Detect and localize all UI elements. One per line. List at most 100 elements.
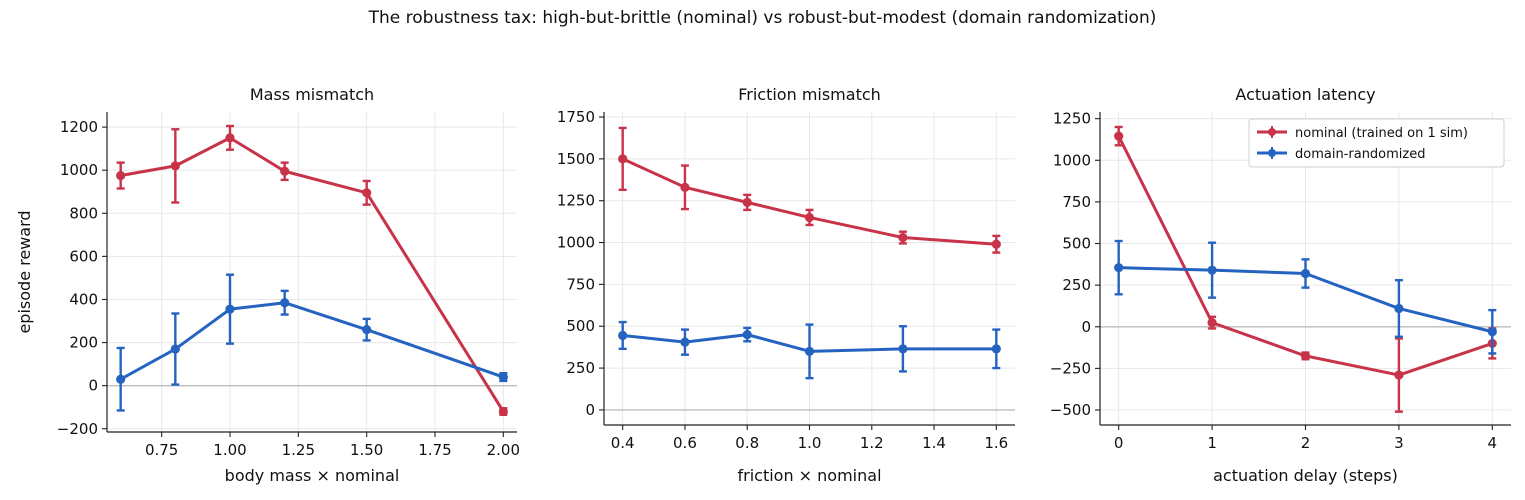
data-point — [618, 330, 628, 341]
x-tick-label: 3 — [1394, 434, 1404, 452]
data-point — [1300, 268, 1311, 279]
data-point — [618, 154, 628, 164]
data-point — [362, 188, 372, 198]
x-tick-label: 1.50 — [350, 441, 383, 459]
x-tick-label: 0.8 — [735, 434, 759, 452]
x-tick-label: 4 — [1488, 434, 1498, 452]
x-tick-label: 1.6 — [984, 434, 1008, 452]
x-tick-label: 1.2 — [860, 434, 884, 452]
data-point — [1394, 370, 1404, 380]
data-point — [1207, 318, 1217, 328]
y-tick-label: 800 — [69, 204, 98, 222]
data-point — [225, 304, 235, 314]
data-point — [804, 212, 815, 223]
y-tick-label: −250 — [1050, 359, 1091, 377]
data-point — [498, 372, 508, 382]
y-tick-label: 500 — [566, 317, 595, 335]
x-axis-label: friction × nominal — [737, 466, 881, 485]
y-tick-label: 1200 — [60, 118, 98, 136]
y-tick-label: −500 — [1050, 401, 1091, 419]
x-axis-label: body mass × nominal — [225, 466, 400, 485]
x-tick-label: 0 — [1114, 434, 1124, 452]
series-domain-randomized — [618, 320, 1001, 380]
series-line — [120, 136, 505, 413]
data-point — [898, 232, 908, 243]
y-tick-label: 750 — [566, 275, 595, 293]
x-tick-label: 1.25 — [282, 441, 315, 459]
x-tick-label: 1.0 — [798, 434, 822, 452]
data-point — [898, 344, 908, 354]
y-tick-label: 1000 — [557, 234, 595, 252]
data-point — [1114, 131, 1124, 141]
y-tick-label: 0 — [88, 377, 98, 395]
y-axis-label: episode reward — [15, 210, 34, 333]
panel-title: Actuation latency — [1235, 85, 1375, 104]
x-tick-label: 1.75 — [418, 441, 451, 459]
x-tick-label: 1.4 — [922, 434, 946, 452]
data-point — [1394, 303, 1404, 314]
panel-3: 0 1 2 3 4 −500 −250 0 250 500 750 1000 1250 Actuation… — [1050, 85, 1511, 485]
x-tick-label: 1 — [1207, 434, 1217, 452]
series-line — [119, 301, 504, 381]
y-tick-label: 200 — [69, 334, 98, 352]
y-tick-label: 0 — [1081, 318, 1091, 336]
panel-1: 0.75 1.00 1.25 1.50 1.75 2.00 −200 0 200 400 600 80… — [15, 85, 520, 485]
panel-title: Friction mismatch — [738, 85, 881, 104]
legend-box — [1248, 118, 1505, 168]
data-point — [498, 406, 508, 417]
data-point — [742, 197, 752, 207]
y-tick-label: 500 — [1062, 235, 1091, 253]
series-domain-randomized — [1114, 239, 1497, 355]
panel-2: 0.4 0.6 0.8 1.0 1.2 1.4 1.6 0 250 500 750 1000 1250 1… — [557, 85, 1015, 485]
data-point — [742, 330, 752, 340]
data-point — [116, 374, 126, 384]
series-nominal — [116, 124, 508, 417]
y-tick-label: 1000 — [60, 161, 98, 179]
data-point — [1114, 263, 1124, 273]
data-point — [170, 161, 180, 171]
panel-title: Mass mismatch — [250, 85, 374, 104]
figure-title: The robustness tax: high-but-brittle (no… — [368, 8, 1157, 28]
series-domain-randomized — [116, 273, 508, 412]
data-point — [1300, 351, 1311, 361]
data-point — [991, 239, 1001, 249]
x-tick-label: 2.00 — [487, 441, 520, 459]
y-tick-label: −200 — [57, 420, 98, 438]
data-point — [170, 344, 180, 354]
series-line — [622, 157, 997, 246]
x-tick-label: 0.75 — [145, 441, 178, 459]
y-tick-label: 400 — [69, 290, 98, 308]
x-tick-label: 1.00 — [213, 441, 246, 459]
legend-label: nominal (trained on 1 sim) — [1295, 126, 1468, 141]
legend-label: domain-randomized — [1295, 147, 1425, 162]
data-point — [116, 170, 126, 181]
data-point — [804, 346, 815, 356]
legend: nominal (trained on 1 sim) domain-randomi… — [1248, 118, 1505, 168]
x-tick-label: 0.4 — [611, 434, 635, 452]
x-axis-label: actuation delay (steps) — [1213, 466, 1398, 485]
y-tick-label: 1000 — [1053, 151, 1091, 169]
y-tick-label: 1750 — [557, 108, 595, 126]
series-nominal — [618, 126, 1001, 254]
y-tick-label: 600 — [69, 247, 98, 265]
y-tick-label: 250 — [1062, 276, 1091, 294]
data-point — [362, 325, 372, 335]
legend-swatch-marker — [1268, 149, 1276, 157]
data-point — [991, 344, 1001, 354]
x-tick-label: 0.6 — [673, 434, 697, 452]
y-tick-label: 250 — [566, 359, 595, 377]
data-point — [280, 298, 290, 308]
y-tick-label: 1500 — [557, 150, 595, 168]
data-point — [280, 166, 290, 176]
y-tick-label: 750 — [1062, 193, 1091, 211]
legend-swatch-marker — [1268, 128, 1276, 136]
data-point — [680, 182, 690, 192]
data-point — [225, 133, 235, 143]
x-tick-label: 2 — [1301, 434, 1311, 452]
data-point — [1487, 327, 1497, 337]
y-tick-label: 1250 — [557, 192, 595, 210]
data-point — [680, 337, 690, 347]
y-tick-label: 1250 — [1053, 110, 1091, 128]
series-line — [622, 333, 997, 353]
